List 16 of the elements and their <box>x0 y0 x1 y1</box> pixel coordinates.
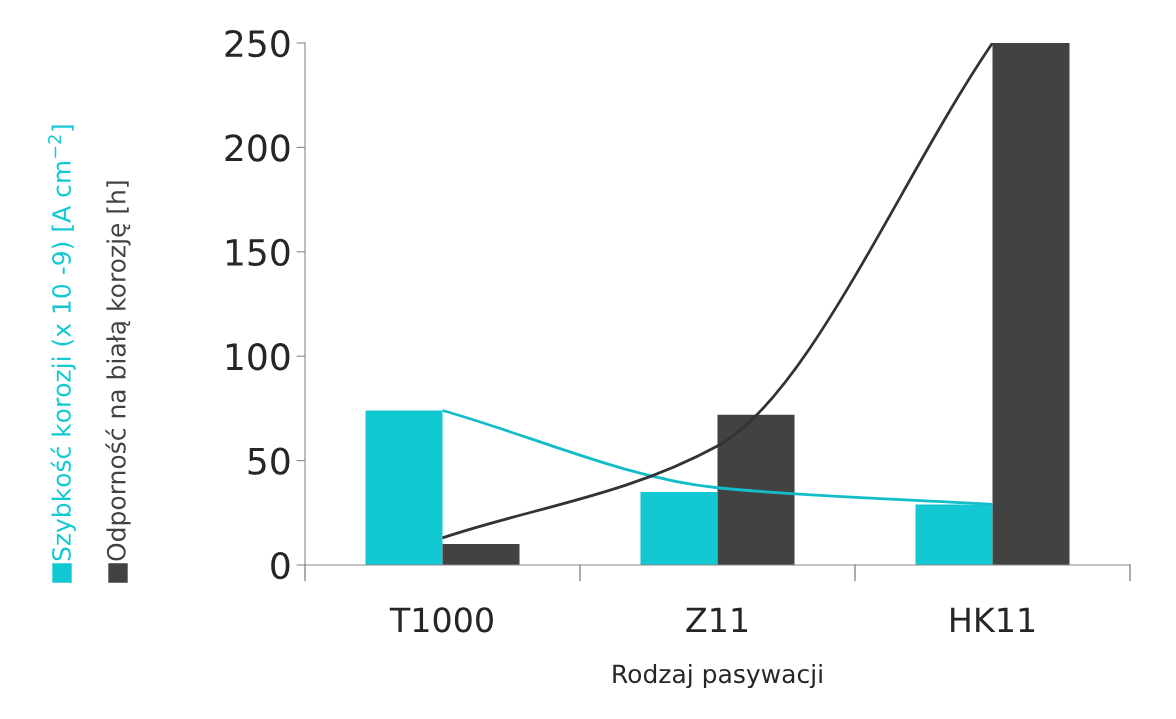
y-tick-label: 250 <box>225 29 290 58</box>
bar <box>717 414 795 565</box>
y-tick-label: 200 <box>225 134 290 162</box>
bar <box>992 43 1070 565</box>
x-axis-title: Rodzaj pasywacji <box>613 663 822 689</box>
y-tick-label: 0 <box>271 551 290 580</box>
text: Szybkość korozji (x 10 -9) [A cm$^{−2}$] <box>48 125 76 561</box>
y-tick-label: 100 <box>226 343 290 371</box>
x-tick-label: Z11 <box>686 607 748 632</box>
x-tick-label: T1000 <box>389 607 493 633</box>
y-tick-label: 50 <box>248 447 290 475</box>
x-tick-label: HK11 <box>951 607 1035 632</box>
text: Odporność na białą korozję [h] <box>105 181 131 561</box>
bar <box>640 491 718 565</box>
bar <box>442 544 520 565</box>
y-tick-label: 150 <box>226 238 290 267</box>
